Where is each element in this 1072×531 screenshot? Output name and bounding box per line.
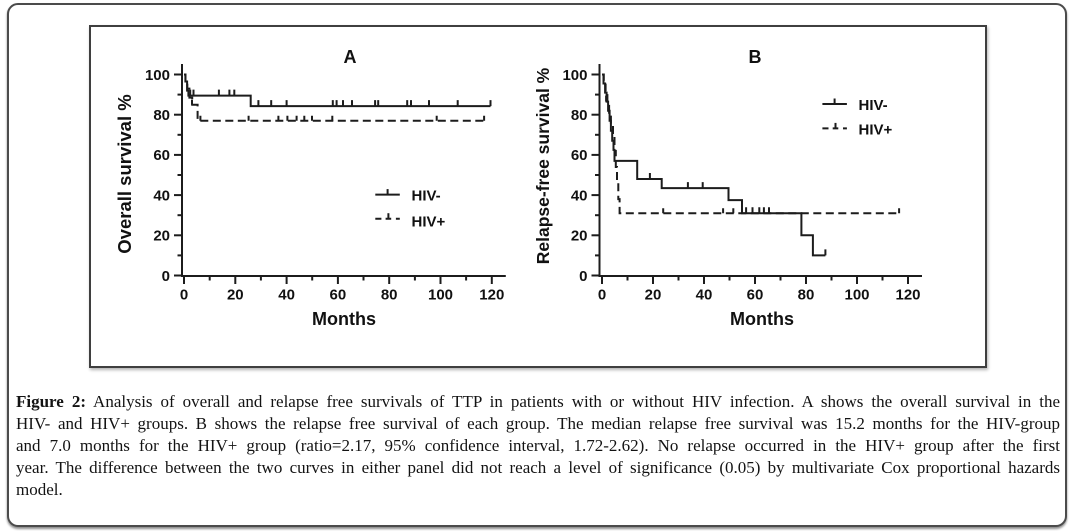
svg-text:20: 20	[227, 287, 244, 304]
svg-text:20: 20	[645, 287, 662, 304]
svg-text:100: 100	[562, 67, 587, 84]
svg-text:HIV-: HIV-	[412, 188, 441, 205]
svg-text:HIV+: HIV+	[859, 122, 893, 139]
svg-text:80: 80	[798, 287, 815, 304]
svg-text:60: 60	[571, 147, 588, 164]
svg-text:40: 40	[571, 187, 588, 204]
svg-text:60: 60	[153, 147, 170, 164]
svg-text:60: 60	[747, 287, 764, 304]
svg-text:80: 80	[381, 287, 398, 304]
svg-text:0: 0	[579, 268, 587, 285]
svg-text:B: B	[749, 47, 762, 67]
svg-text:80: 80	[153, 107, 170, 124]
svg-text:40: 40	[278, 287, 295, 304]
svg-text:120: 120	[895, 287, 920, 304]
svg-text:Months: Months	[312, 309, 376, 329]
svg-text:80: 80	[571, 107, 588, 124]
svg-text:0: 0	[180, 287, 188, 304]
svg-text:HIV-: HIV-	[859, 97, 888, 114]
svg-text:Relapse-free survival %: Relapse-free survival %	[533, 67, 553, 264]
svg-text:100: 100	[428, 287, 453, 304]
svg-text:20: 20	[153, 228, 170, 245]
svg-text:40: 40	[153, 187, 170, 204]
svg-text:100: 100	[145, 67, 170, 84]
svg-text:Months: Months	[730, 309, 794, 329]
svg-text:100: 100	[844, 287, 869, 304]
svg-text:A: A	[344, 47, 357, 67]
svg-text:0: 0	[162, 268, 170, 285]
svg-text:40: 40	[696, 287, 713, 304]
svg-text:60: 60	[330, 287, 347, 304]
svg-text:20: 20	[571, 228, 588, 245]
svg-text:HIV+: HIV+	[412, 214, 446, 231]
svg-text:120: 120	[479, 287, 504, 304]
svg-text:Overall survival %: Overall survival %	[114, 94, 135, 253]
svg-text:0: 0	[598, 287, 606, 304]
